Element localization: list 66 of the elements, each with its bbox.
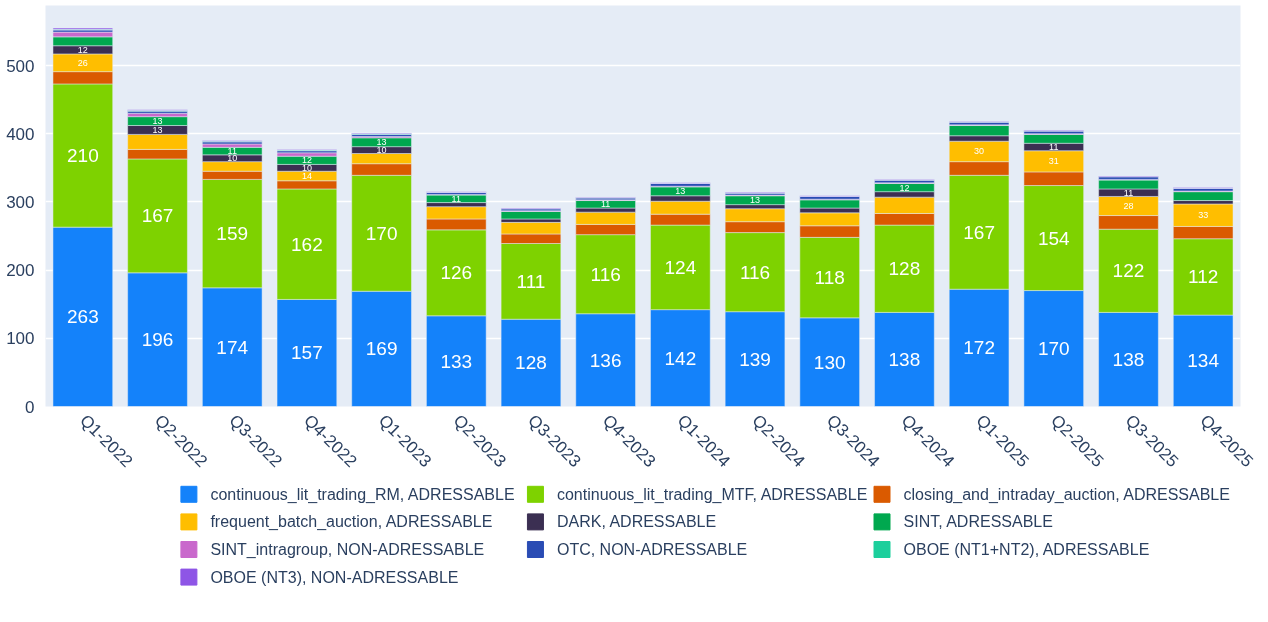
data-label: 167: [141, 205, 174, 227]
data-label: 26: [77, 57, 88, 68]
legend-label: DARK, ADRESSABLE: [556, 513, 717, 531]
data-label: 118: [814, 267, 845, 289]
data-label: 134: [1187, 350, 1220, 372]
data-label: 30: [974, 146, 985, 157]
data-label: 11: [600, 199, 611, 210]
data-label: 170: [1037, 338, 1070, 360]
data-label: 116: [739, 261, 771, 283]
data-label: 122: [1112, 260, 1145, 282]
data-label: 169: [365, 338, 398, 360]
data-label: 31: [1048, 156, 1059, 167]
legend-label: continuous_lit_trading_RM, ADRESSABLE: [210, 485, 515, 504]
y-tick-label: 400: [6, 124, 35, 144]
data-label: 13: [750, 195, 761, 206]
data-label: 13: [152, 124, 163, 135]
legend-label: OTC, NON-ADRESSABLE: [556, 541, 748, 558]
data-label: 13: [376, 137, 387, 148]
data-label: 172: [963, 337, 995, 359]
data-label: 139: [739, 348, 771, 370]
data-label: 124: [664, 256, 697, 278]
data-label: 112: [1188, 266, 1219, 288]
data-label: 133: [440, 350, 473, 372]
data-label: 196: [141, 329, 174, 351]
data-label: 111: [516, 270, 546, 292]
legend-label: SINT, ADRESSABLE: [903, 513, 1053, 531]
y-tick-label: 100: [6, 329, 35, 349]
legend-label: continuous_lit_trading_MTF, ADRESSABLE: [556, 485, 868, 504]
data-label: 138: [1112, 348, 1145, 370]
data-label: 142: [664, 347, 697, 369]
data-label: 167: [963, 221, 995, 243]
data-label: 126: [440, 262, 473, 284]
legend-label: OBOE (NT3), NON-ADRESSABLE: [210, 568, 459, 586]
y-tick-label: 0: [25, 397, 35, 417]
data-label: 138: [888, 348, 921, 370]
y-tick-label: 500: [6, 56, 35, 76]
data-label: 33: [1198, 210, 1209, 221]
legend-label: frequent_batch_auction, ADRESSABLE: [210, 513, 493, 532]
data-label: 28: [1123, 201, 1134, 211]
data-label: 130: [813, 351, 846, 373]
data-label: 128: [515, 352, 547, 374]
data-label: 136: [589, 349, 622, 371]
data-label: 12: [77, 44, 88, 55]
data-label: 10: [376, 145, 387, 156]
data-label: 13: [675, 186, 686, 197]
data-label: 14: [301, 170, 312, 181]
data-label: 159: [216, 223, 249, 245]
data-label: 13: [152, 116, 163, 127]
data-label: 157: [291, 342, 323, 364]
data-label: 154: [1037, 227, 1071, 249]
data-label: 11: [1049, 142, 1059, 153]
data-label: 170: [365, 222, 398, 244]
data-label: 263: [66, 306, 99, 328]
legend-label: closing_and_intraday_auction, ADRESSABLE: [903, 485, 1230, 504]
y-tick-label: 200: [6, 261, 35, 281]
y-tick-label: 300: [6, 192, 35, 212]
data-label: 116: [590, 263, 621, 285]
data-label: 174: [216, 336, 249, 358]
data-label: 162: [291, 233, 323, 255]
data-label: 210: [66, 145, 99, 167]
data-label: 12: [899, 182, 910, 193]
legend-label: SINT_intragroup, NON-ADRESSABLE: [210, 541, 485, 559]
data-label: 11: [1123, 187, 1134, 198]
legend-label: OBOE (NT1+NT2), ADRESSABLE: [903, 541, 1150, 558]
data-label: 11: [451, 193, 461, 204]
data-label: 128: [888, 258, 921, 280]
